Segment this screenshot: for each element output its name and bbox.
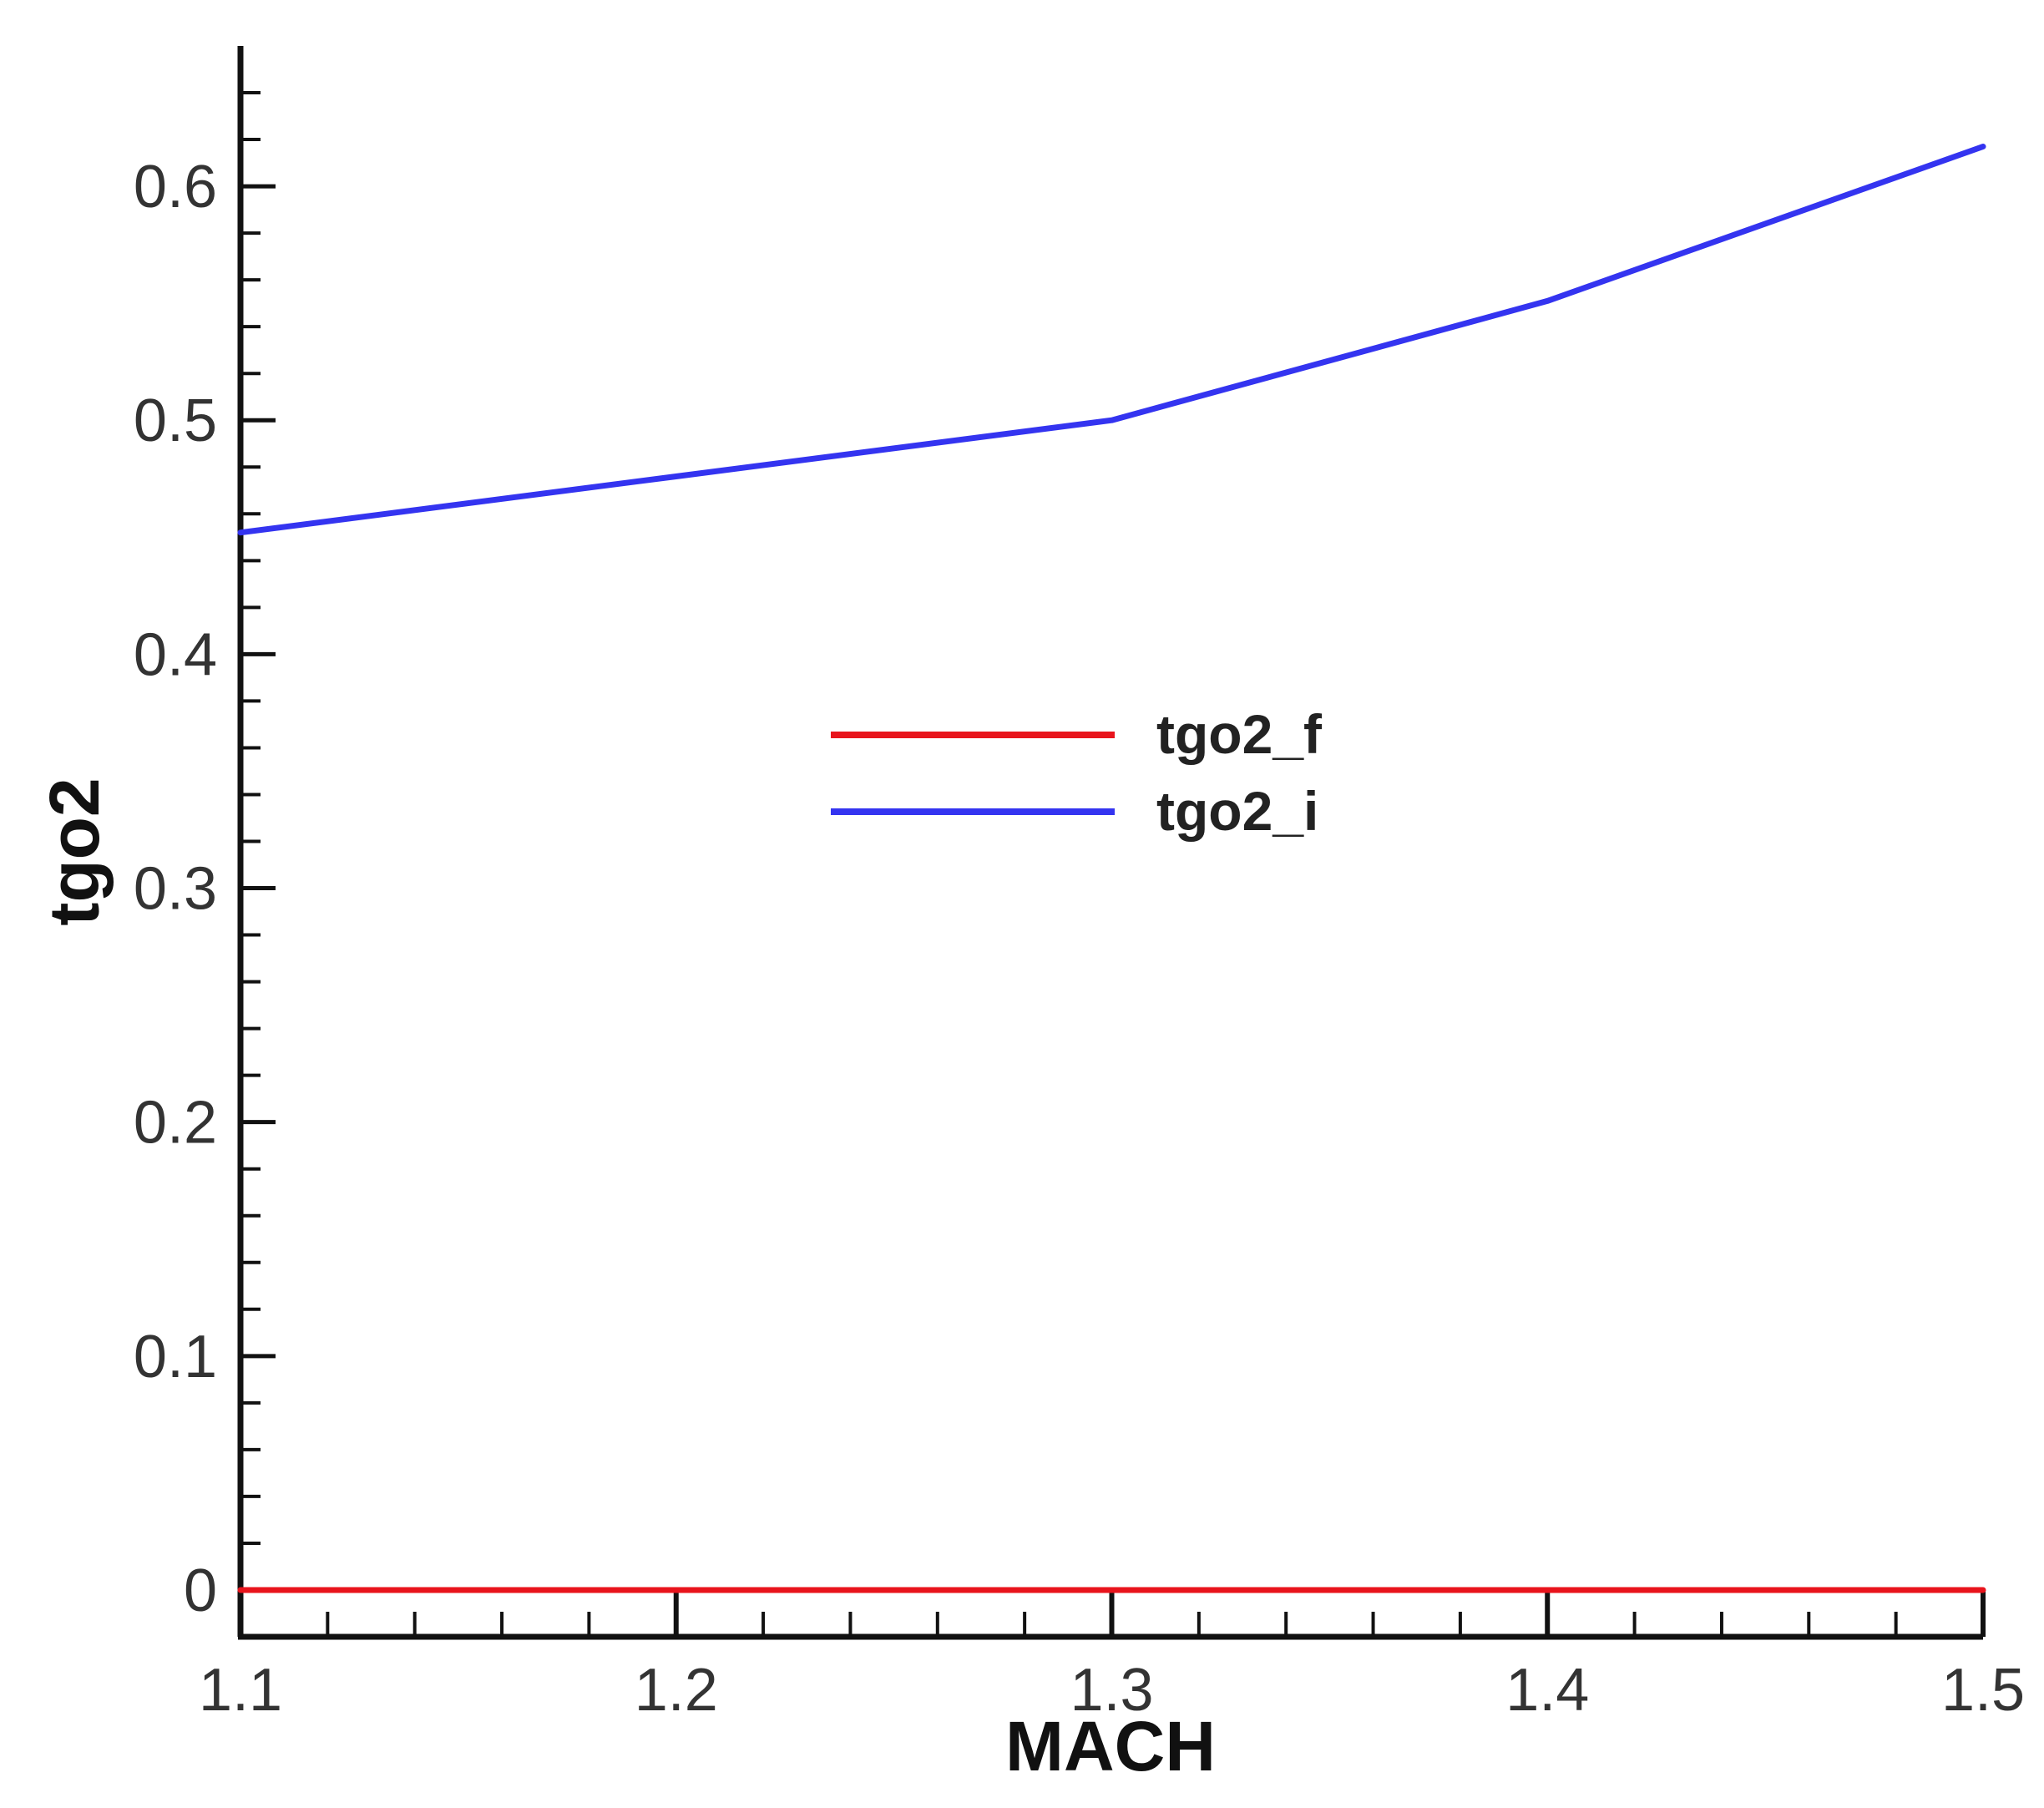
x-tick-label: 1.1	[199, 1657, 282, 1724]
x-tick-label: 1.3	[1070, 1657, 1153, 1724]
x-tick-label: 1.4	[1505, 1657, 1589, 1724]
y-tick-label: 0.5	[134, 387, 217, 454]
x-axis-title: MACH	[1005, 1707, 1216, 1785]
y-tick-label: 0.6	[134, 154, 217, 220]
x-tick-label: 1.5	[1941, 1657, 2025, 1724]
y-axis-title: tgo2	[35, 777, 114, 925]
y-tick-label: 0.3	[134, 856, 217, 923]
axes-frame	[237, 46, 1983, 1640]
legend-label-tgo2_i: tgo2_i	[1156, 780, 1318, 842]
y-tick-label: 0.4	[134, 621, 217, 688]
axis-ticks	[238, 91, 1986, 1637]
tick-labels: 0 0.1 0.2 0.3 0.4 0.5 0.6 1.1 1.2 1.3 1.4 1.5	[134, 154, 2025, 1724]
y-tick-label: 0.1	[134, 1324, 217, 1390]
series-line-tgo2_i	[237, 144, 1986, 536]
y-tick-label: 0	[184, 1557, 217, 1624]
x-tick-label: 1.2	[635, 1657, 718, 1724]
legend-label-tgo2_f: tgo2_f	[1156, 703, 1323, 765]
y-tick-label: 0.2	[134, 1090, 217, 1157]
series-lines	[237, 144, 1986, 1593]
legend: tgo2_f tgo2_i	[831, 703, 1323, 842]
